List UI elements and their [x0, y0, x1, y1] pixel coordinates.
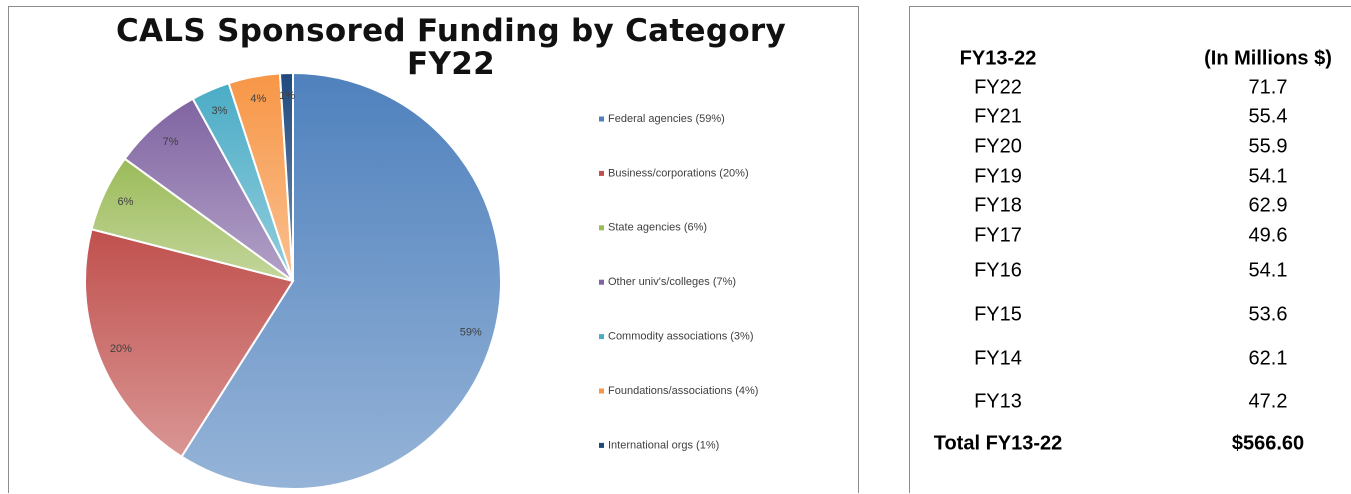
chart-panel: 59% 20% 6% 7% 3% 4% 1% Federal agencies (59%) Bu…: [8, 6, 859, 493]
table-cell: FY13-22: [959, 47, 1037, 70]
table-cell: Total FY13-22: [933, 432, 1063, 455]
legend-label: International orgs (1%): [608, 439, 719, 451]
table-cell: FY20: [974, 135, 1022, 158]
legend-swatch: [599, 388, 604, 394]
table-cell: FY17: [974, 224, 1022, 247]
table-cell: $566.60: [1231, 432, 1305, 455]
data-label: 59%: [460, 327, 482, 339]
legend-swatch: [599, 116, 604, 122]
table-cell: FY18: [974, 194, 1022, 217]
data-label: 6%: [118, 196, 134, 208]
table-cell: 47.2: [1248, 390, 1288, 413]
chart-title: CALS Sponsored Funding by Category FY22: [115, 13, 787, 82]
table-cell: FY16: [974, 259, 1022, 282]
table-cell: 54.1: [1248, 259, 1288, 282]
table-cell: (In Millions $): [1204, 47, 1332, 70]
legend-swatch: [599, 442, 604, 448]
table-cell: 49.6: [1248, 224, 1288, 247]
table-cell: FY19: [974, 165, 1022, 188]
legend-swatch: [599, 225, 604, 231]
data-label: 3%: [212, 105, 228, 117]
table-cell: 54.1: [1248, 165, 1288, 188]
legend-label: Other univ's/colleges (7%): [608, 276, 736, 288]
table-panel: FY13-22 (In Millions $) FY22 71.7 FY21 55.4 FY…: [909, 6, 1351, 493]
data-label: 7%: [163, 136, 179, 148]
data-label: 4%: [250, 93, 266, 105]
table-cell: 71.7: [1248, 76, 1288, 99]
legend-swatch: [599, 170, 604, 176]
data-label: 20%: [110, 343, 132, 355]
table-cell: 55.4: [1248, 105, 1288, 128]
table-cell: FY13: [974, 390, 1022, 413]
table-cell: FY22: [974, 76, 1022, 99]
legend-label: Commodity associations (3%): [608, 331, 754, 343]
pie-slice: [84, 228, 295, 459]
legend-label: State agencies (6%): [608, 222, 707, 234]
table-cell: 62.1: [1248, 347, 1288, 370]
table-cell: FY15: [974, 303, 1022, 326]
pie-slice: [180, 71, 502, 490]
legend-label: Foundations/associations (4%): [608, 385, 758, 397]
legend-label: Federal agencies (59%): [608, 113, 725, 125]
legend-label: Business/corporations (20%): [608, 167, 749, 179]
table-cell: FY21: [974, 105, 1022, 128]
data-label: 1%: [279, 90, 295, 102]
table-cell: 53.6: [1248, 303, 1288, 326]
legend-swatch: [599, 279, 604, 285]
table-cell: 55.9: [1248, 135, 1288, 158]
chart: 59% 20% 6% 7% 3% 4% 1% Federal agencies (59%) Bu…: [84, 71, 758, 490]
table-cell: FY14: [974, 347, 1022, 370]
table-cell: 62.9: [1248, 194, 1288, 217]
legend-swatch: [599, 334, 604, 340]
pie-slice: [278, 71, 294, 282]
